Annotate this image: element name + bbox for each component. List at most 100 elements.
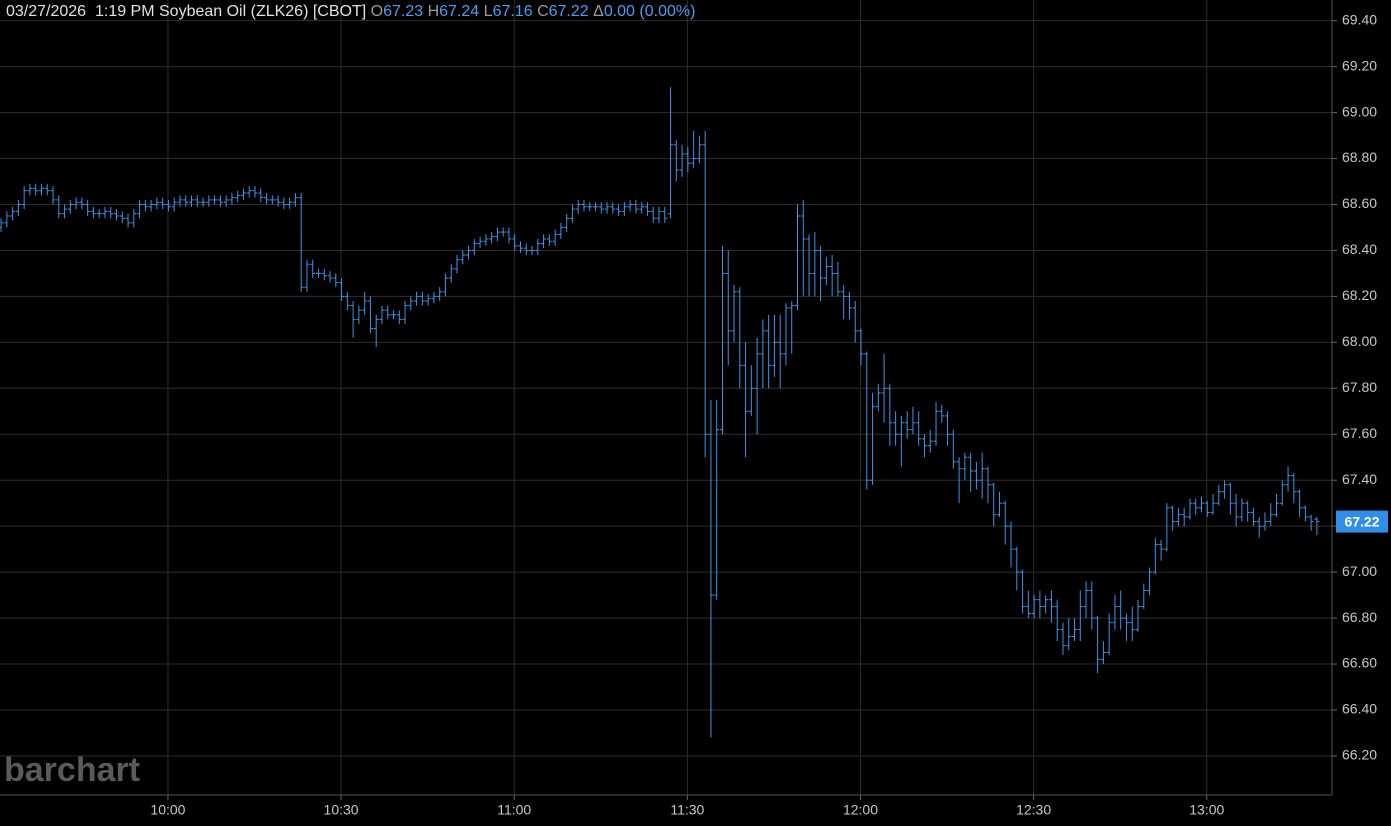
x-tick-label: 12:30 <box>1016 802 1051 818</box>
ohlc-bar <box>564 213 570 233</box>
ohlc-bar <box>950 429 956 469</box>
ohlc-bar <box>85 199 91 216</box>
ohlc-bar <box>610 202 616 214</box>
ohlc-bar <box>1181 507 1187 527</box>
ohlc-bar <box>1048 590 1054 623</box>
ohlc-bar <box>344 291 350 311</box>
ohlc-bar <box>50 186 56 205</box>
ohlc-bar <box>367 296 373 334</box>
ohlc-bar <box>627 199 633 212</box>
ohlc-bar <box>1118 590 1124 630</box>
ohlc-bar <box>373 314 379 347</box>
ohlc-bar <box>148 199 154 212</box>
watermark: barchart <box>4 751 140 789</box>
y-tick-label: 67.40 <box>1342 471 1377 487</box>
ohlc-bar <box>171 197 177 212</box>
ohlc-bar <box>973 461 979 490</box>
ohlc-bar <box>731 284 737 343</box>
ohlc-bar <box>442 273 448 297</box>
y-tick-label: 66.20 <box>1342 747 1377 763</box>
ohlc-bar <box>558 222 564 239</box>
ohlc-bar <box>4 211 10 228</box>
ohlc-bar <box>552 229 558 246</box>
ohlc-bar <box>246 186 252 198</box>
y-tick-label: 69.20 <box>1342 57 1377 73</box>
ohlc-bar <box>1054 599 1060 642</box>
ohlc-bar <box>27 183 33 196</box>
ohlc-bar <box>62 204 68 219</box>
ohlc-bar <box>229 193 235 205</box>
ohlc-bar <box>1095 615 1101 674</box>
ohlc-bar <box>264 193 270 205</box>
ohlc-bar <box>235 190 241 203</box>
ohlc-bar <box>362 291 368 315</box>
y-tick-label: 69.00 <box>1342 103 1377 119</box>
x-tick-label: 11:00 <box>497 802 531 818</box>
y-tick-label: 66.60 <box>1342 655 1377 671</box>
ohlc-bar <box>223 195 229 207</box>
ohlc-bar <box>1147 567 1153 596</box>
ohlc-bar <box>200 197 206 207</box>
ohlc-bar <box>119 211 125 223</box>
ohlc-bar <box>350 300 356 338</box>
ohlc-bar <box>1008 521 1014 568</box>
ohlc-bar <box>587 202 593 212</box>
ohlc-bar <box>33 183 39 196</box>
ohlc-bar <box>38 183 44 196</box>
ohlc-bar <box>1175 507 1181 527</box>
ohlc-bar <box>125 213 131 228</box>
ohlc-bar <box>1100 641 1106 665</box>
ohlc-bar <box>512 234 518 251</box>
ohlc-bar <box>656 206 662 223</box>
y-tick-label: 68.60 <box>1342 195 1377 211</box>
ohlc-bar <box>1245 500 1251 522</box>
ohlc-bar <box>1187 498 1193 520</box>
ohlc-bar <box>500 227 506 237</box>
ohlc-bar <box>1043 595 1049 614</box>
y-tick-label: 69.40 <box>1342 11 1377 27</box>
ohlc-bar <box>212 195 218 205</box>
ohlc-bar <box>1060 622 1066 655</box>
ohlc-bar <box>454 255 460 274</box>
ohlc-bar <box>1204 500 1210 517</box>
close-label: C <box>537 3 549 20</box>
ohlc-bar <box>818 245 824 301</box>
y-tick-label: 66.80 <box>1342 609 1377 625</box>
ohlc-bar <box>414 291 420 306</box>
x-tick-label: 10:00 <box>150 802 185 818</box>
ohlc-bar <box>806 234 812 297</box>
ohlc-bar <box>506 227 512 244</box>
ohlc-bar <box>1135 599 1141 632</box>
ohlc-bar <box>1233 494 1239 527</box>
ohlc-bar <box>287 197 293 210</box>
ohlc-bar <box>668 87 674 219</box>
ohlc-bar <box>1031 595 1037 619</box>
grid <box>0 0 1332 795</box>
ohlc-bar <box>841 284 847 320</box>
ohlc-bar <box>1285 466 1291 492</box>
ohlc-bar <box>870 392 876 485</box>
x-tick-label: 11:30 <box>670 802 704 818</box>
ohlc-bar <box>777 314 783 389</box>
ohlc-bar <box>1020 569 1026 614</box>
ohlc-bar <box>310 259 316 279</box>
ohlc-bar <box>489 232 495 244</box>
ohlc-bar <box>916 411 922 446</box>
ohlc-bar <box>466 245 472 260</box>
ohlc-bar <box>252 186 258 198</box>
ohlc-bar <box>108 206 114 219</box>
ohlc-bar <box>206 195 212 207</box>
ohlc-bar <box>269 195 275 205</box>
ohlc-bar <box>997 491 1002 517</box>
y-tick-label: 68.20 <box>1342 287 1377 303</box>
ohlc-bar <box>771 314 777 377</box>
high-label: H <box>427 3 440 20</box>
y-tick-label: 67.60 <box>1342 425 1377 441</box>
ohlc-bar <box>1106 613 1112 655</box>
ohlc-bar <box>546 234 552 246</box>
change-value: 0.00 (0.00%) <box>603 3 696 20</box>
ohlc-bar <box>662 206 668 223</box>
bars <box>0 87 1320 738</box>
ohlc-bar <box>56 195 62 219</box>
ohlc-bar <box>1198 496 1204 513</box>
